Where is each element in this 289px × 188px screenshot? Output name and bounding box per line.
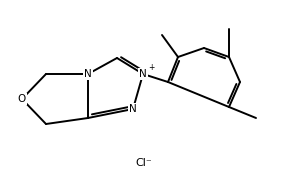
Text: N: N — [129, 104, 137, 114]
Text: Cl⁻: Cl⁻ — [136, 158, 152, 168]
Text: N: N — [84, 69, 92, 79]
Text: O: O — [18, 94, 26, 104]
Text: N: N — [139, 69, 147, 79]
Text: +: + — [148, 62, 154, 71]
